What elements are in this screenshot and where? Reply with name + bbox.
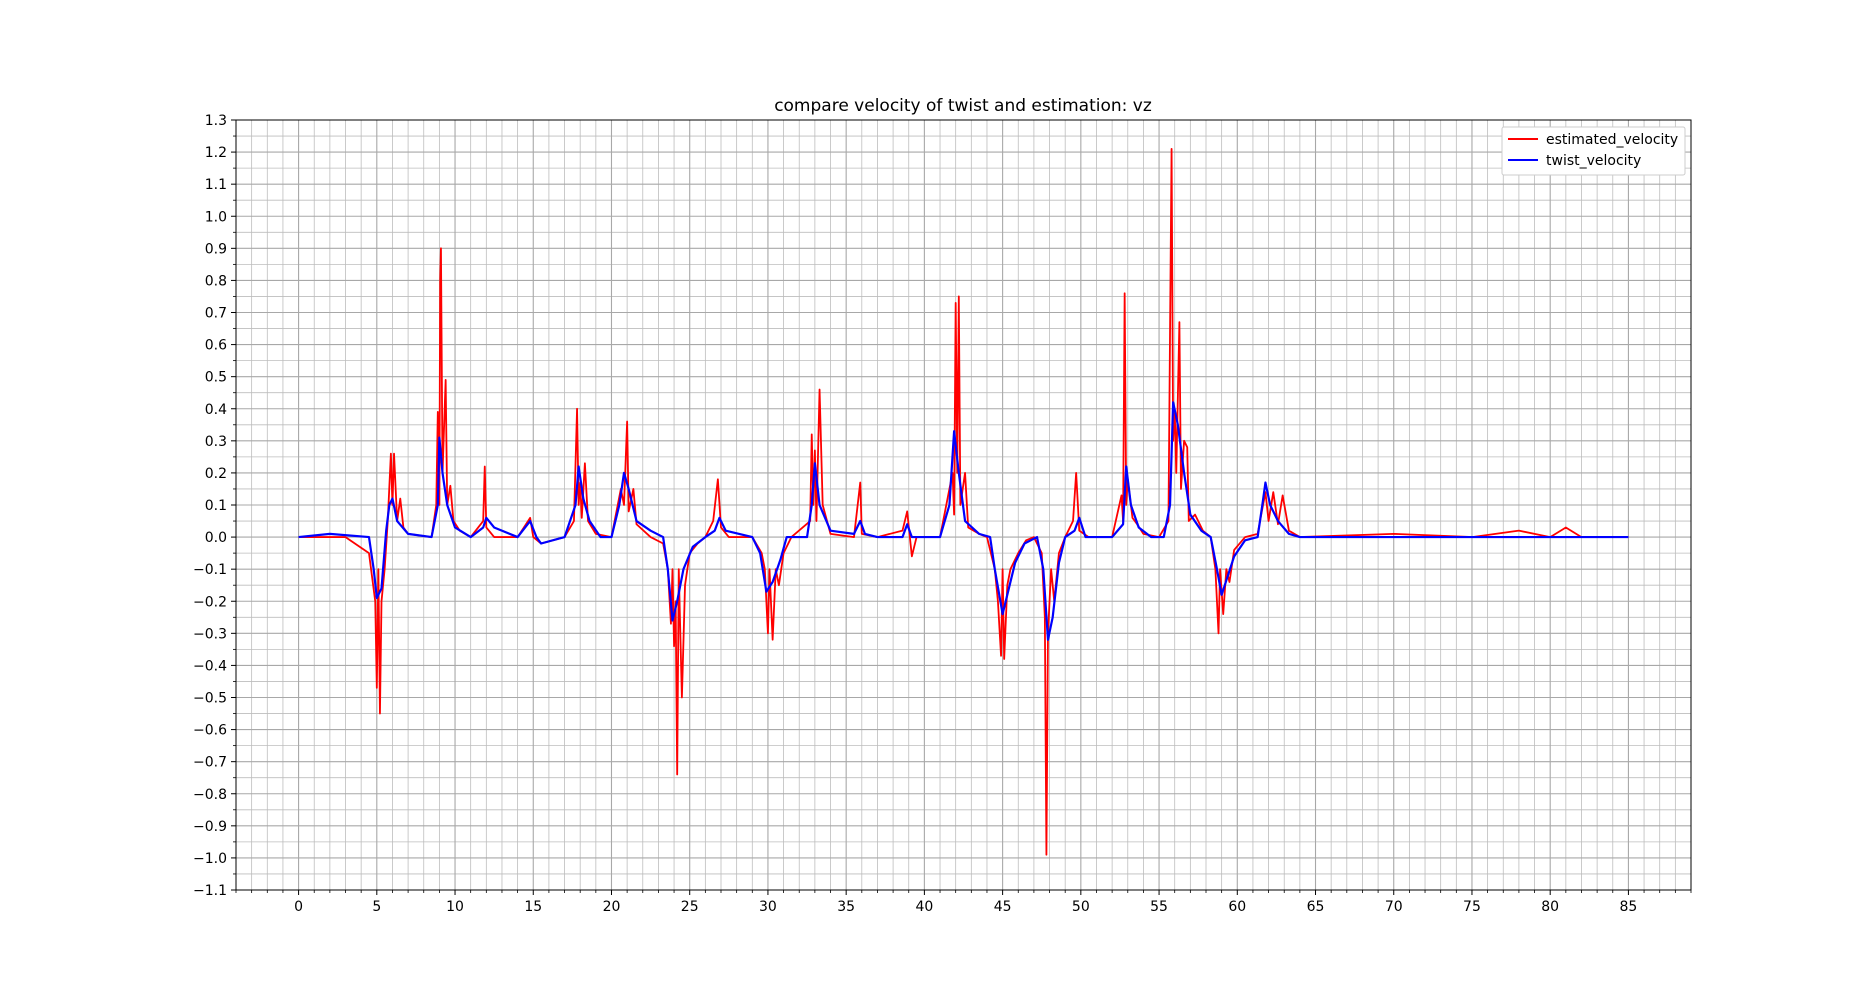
x-tick-label: 45 <box>994 899 1012 915</box>
x-tick-label: 5 <box>372 899 381 915</box>
x-tick-label: 80 <box>1541 899 1559 915</box>
y-tick-label: −0.2 <box>193 594 227 610</box>
x-tick-label: 55 <box>1150 899 1168 915</box>
y-tick-label: 1.1 <box>205 177 227 193</box>
y-tick-label: 0.8 <box>205 273 227 289</box>
x-tick-label: 65 <box>1307 899 1325 915</box>
y-axis: 1.3 1.2 1.1 1.0 0.9 0.8 0.7 0.6 0.5 0.4 0.3 0.2 0.1 0… <box>193 113 236 899</box>
x-tick-label: 75 <box>1463 899 1481 915</box>
x-tick-label: 10 <box>446 899 464 915</box>
chart-title: compare velocity of twist and estimation… <box>774 96 1152 116</box>
x-tick-label: 40 <box>915 899 933 915</box>
y-tick-label: 0.0 <box>205 530 227 546</box>
legend-label-twist-velocity: twist_velocity <box>1546 153 1641 169</box>
y-tick-label: 1.0 <box>205 209 227 225</box>
legend-label-estimated-velocity: estimated_velocity <box>1546 132 1678 148</box>
y-tick-label: 0.2 <box>205 466 227 482</box>
x-tick-label: 15 <box>524 899 542 915</box>
series-line-twist-velocity <box>298 401 1629 641</box>
series-line-estimated-velocity <box>298 147 1629 856</box>
legend: estimated_velocity twist_velocity <box>1501 126 1686 176</box>
legend-box <box>1501 126 1686 176</box>
x-tick-label: 60 <box>1228 899 1246 915</box>
x-axis: 0 5 10 15 20 25 30 35 40 45 50 55 60 65 70 75 80 85 <box>235 890 1692 915</box>
y-tick-label: −0.7 <box>193 755 227 771</box>
series-layer <box>298 147 1629 856</box>
y-tick-label: −0.1 <box>193 562 227 578</box>
x-tick-label: 30 <box>759 899 777 915</box>
y-tick-label: 0.1 <box>205 498 227 514</box>
x-tick-label: 50 <box>1072 899 1090 915</box>
x-tick-label: 20 <box>603 899 621 915</box>
x-tick-label: 70 <box>1385 899 1403 915</box>
major-grid <box>236 119 1691 891</box>
y-tick-label: −1.1 <box>193 883 227 899</box>
y-tick-label: 0.9 <box>205 241 227 257</box>
x-tick-label: 25 <box>681 899 699 915</box>
y-tick-label: −0.5 <box>193 691 227 707</box>
y-tick-label: −1.0 <box>193 851 227 867</box>
y-tick-label: 0.5 <box>205 370 227 386</box>
y-tick-label: 0.7 <box>205 306 227 322</box>
x-tick-label: 35 <box>837 899 855 915</box>
x-tick-label: 85 <box>1620 899 1638 915</box>
y-tick-label: 0.4 <box>205 402 227 418</box>
y-tick-label: 0.3 <box>205 434 227 450</box>
y-tick-label: −0.8 <box>193 787 227 803</box>
y-tick-label: −0.3 <box>193 626 227 642</box>
y-tick-label: 0.6 <box>205 338 227 354</box>
y-tick-label: −0.6 <box>193 723 227 739</box>
x-tick-label: 0 <box>294 899 303 915</box>
y-tick-label: −0.4 <box>193 658 227 674</box>
y-tick-label: 1.2 <box>205 145 227 161</box>
y-tick-label: 1.3 <box>205 113 227 129</box>
y-tick-label: −0.9 <box>193 819 227 835</box>
